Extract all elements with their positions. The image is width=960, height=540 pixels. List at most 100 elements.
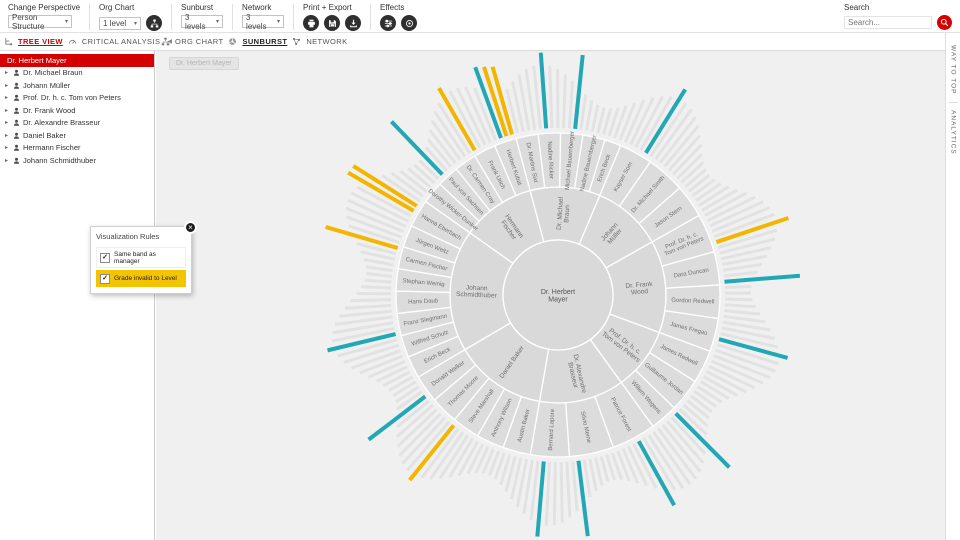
sunburst-leaf[interactable] bbox=[493, 452, 506, 480]
download-button[interactable] bbox=[345, 15, 362, 31]
sunburst-leaf[interactable] bbox=[713, 354, 771, 380]
sunburst-leaf[interactable] bbox=[375, 365, 408, 383]
sunburst-leaf[interactable] bbox=[687, 174, 711, 193]
sunburst-leaf[interactable] bbox=[428, 129, 457, 165]
tree-item[interactable]: ▸ Prof. Dr. h. c. Tom von Peters bbox=[0, 92, 154, 105]
sunburst-leaf[interactable] bbox=[426, 138, 453, 168]
sunburst-leaf[interactable] bbox=[360, 250, 396, 261]
sunburst-levels-select[interactable]: 3 levels ▾ bbox=[181, 13, 224, 31]
sunburst-leaf[interactable] bbox=[721, 326, 776, 341]
tree-item[interactable]: ▸ Dr. Michael Braun bbox=[0, 67, 154, 80]
sunburst-leaf[interactable] bbox=[361, 285, 392, 290]
rule-option[interactable]: ✓ Grade invalid to Level bbox=[96, 270, 186, 287]
tab-sunburst[interactable]: SUNBURST bbox=[242, 37, 288, 46]
sunburst-leaf[interactable] bbox=[724, 309, 761, 316]
sunburst-leaf[interactable] bbox=[607, 107, 620, 137]
sunburst-leaf[interactable] bbox=[690, 394, 713, 413]
sunburst-leaf[interactable] bbox=[711, 206, 771, 233]
expand-caret-icon[interactable]: ▸ bbox=[5, 107, 9, 114]
sunburst-leaf[interactable] bbox=[682, 403, 709, 427]
tree-item[interactable]: ▸ Dr. Frank Wood bbox=[0, 104, 154, 117]
sunburst-leaf[interactable] bbox=[367, 360, 406, 379]
sunburst-leaf[interactable] bbox=[590, 104, 600, 132]
sunburst-leaf[interactable] bbox=[634, 95, 664, 148]
sunburst-leaf[interactable] bbox=[666, 420, 705, 464]
sunburst-leaf[interactable] bbox=[594, 457, 604, 486]
sunburst-leaf[interactable] bbox=[348, 224, 400, 244]
effects-sliders-button[interactable] bbox=[380, 15, 397, 31]
sunburst-leaf[interactable] bbox=[399, 169, 428, 193]
sunburst-leaf-highlight[interactable] bbox=[437, 87, 477, 152]
sunburst-center[interactable] bbox=[502, 239, 614, 351]
sunburst-leaf[interactable] bbox=[562, 74, 567, 129]
sunburst-leaf[interactable] bbox=[720, 246, 772, 261]
sunburst-leaf[interactable] bbox=[350, 349, 402, 370]
sunburst-leaf[interactable] bbox=[678, 408, 708, 436]
sunburst-leaf-highlight[interactable] bbox=[390, 120, 444, 176]
sunburst-leaf[interactable] bbox=[517, 74, 531, 131]
expand-caret-icon[interactable]: ▸ bbox=[5, 82, 9, 89]
sunburst-leaf[interactable] bbox=[394, 385, 420, 404]
expand-caret-icon[interactable]: ▸ bbox=[5, 95, 9, 102]
sunburst-leaf[interactable] bbox=[474, 445, 490, 474]
sunburst-leaf[interactable] bbox=[366, 272, 393, 278]
checkbox[interactable]: ✓ bbox=[100, 273, 110, 284]
sunburst-leaf[interactable] bbox=[481, 448, 495, 475]
expand-caret-icon[interactable]: ▸ bbox=[5, 157, 9, 164]
expand-caret-icon[interactable]: ▸ bbox=[5, 145, 9, 152]
sunburst-leaf-highlight[interactable] bbox=[367, 394, 427, 442]
sunburst-leaf[interactable] bbox=[499, 454, 512, 486]
sunburst-leaf[interactable] bbox=[448, 90, 482, 149]
save-button[interactable] bbox=[324, 15, 341, 31]
sunburst-leaf[interactable] bbox=[356, 185, 412, 218]
collapse-chevron-icon[interactable]: ◀ bbox=[167, 39, 172, 45]
tab-org-chart[interactable]: ORG CHART bbox=[175, 37, 224, 46]
sunburst-leaf-highlight[interactable] bbox=[490, 66, 514, 136]
sunburst-leaf[interactable] bbox=[363, 258, 394, 267]
sunburst-leaf[interactable] bbox=[413, 163, 436, 184]
sunburst-leaf-highlight[interactable] bbox=[718, 337, 789, 360]
tree-item-selected[interactable]: Dr. Herbert Mayer bbox=[0, 54, 154, 67]
sunburst-leaf[interactable] bbox=[667, 134, 702, 172]
tab-network[interactable]: NETWORK bbox=[306, 37, 348, 46]
sunburst-leaf-highlight[interactable] bbox=[637, 440, 676, 507]
effects-target-button[interactable] bbox=[401, 15, 418, 31]
checkbox[interactable]: ✓ bbox=[100, 252, 110, 263]
sunburst-leaf[interactable] bbox=[672, 144, 703, 176]
sunburst-leaf[interactable] bbox=[346, 198, 407, 228]
sunburst-leaf[interactable] bbox=[723, 270, 758, 278]
tab-critical-analysis[interactable]: CRITICAL ANALYSIS bbox=[81, 37, 161, 46]
sunburst-leaf[interactable] bbox=[610, 452, 623, 481]
sunburst-leaf[interactable] bbox=[715, 348, 776, 373]
sunburst-leaf[interactable] bbox=[524, 69, 537, 130]
print-button[interactable] bbox=[303, 15, 320, 31]
sunburst-leaf[interactable] bbox=[701, 188, 738, 212]
sunburst-leaf[interactable] bbox=[585, 100, 594, 131]
sunburst-leaf[interactable] bbox=[657, 427, 698, 480]
sunburst-leaf[interactable] bbox=[639, 95, 673, 151]
sunburst-leaf[interactable] bbox=[621, 448, 640, 484]
sunburst-leaf[interactable] bbox=[559, 461, 564, 523]
sunburst-leaf[interactable] bbox=[346, 215, 402, 239]
sunburst-leaf[interactable] bbox=[548, 65, 554, 129]
sunburst-leaf-highlight[interactable] bbox=[724, 273, 801, 284]
sunburst-chart[interactable]: Dr. Martins Sixt Nadine Ricker Michael Bau… bbox=[156, 51, 945, 540]
sunburst-leaf-highlight[interactable] bbox=[473, 66, 503, 139]
sunburst-leaf[interactable] bbox=[401, 416, 446, 465]
sunburst-leaf[interactable] bbox=[429, 431, 465, 480]
sunburst-leaf[interactable] bbox=[424, 146, 448, 172]
sunburst-leaf[interactable] bbox=[396, 408, 438, 448]
rule-option[interactable]: ✓ Same band as manager bbox=[96, 247, 186, 268]
sunburst-leaf-highlight[interactable] bbox=[538, 52, 549, 129]
sunburst-leaf[interactable] bbox=[567, 80, 575, 129]
sunburst-leaf[interactable] bbox=[488, 450, 501, 477]
sunburst-leaf[interactable] bbox=[588, 458, 598, 492]
sunburst-leaf[interactable] bbox=[350, 191, 409, 223]
sunburst-leaf[interactable] bbox=[334, 315, 393, 327]
sunburst-leaf-highlight[interactable] bbox=[576, 460, 590, 537]
sunburst-leaf[interactable] bbox=[579, 94, 588, 130]
sunburst-leaf[interactable] bbox=[676, 153, 704, 180]
sunburst-leaf[interactable] bbox=[420, 427, 460, 479]
sunburst-leaf[interactable] bbox=[437, 102, 472, 155]
sunburst-leaf[interactable] bbox=[350, 298, 392, 303]
